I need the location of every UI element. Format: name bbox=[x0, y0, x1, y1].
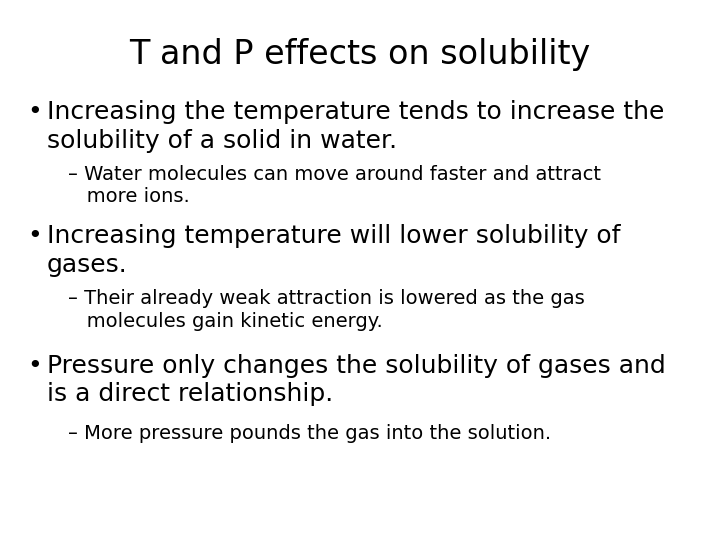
Text: Increasing temperature will lower solubility of
gases.: Increasing temperature will lower solubi… bbox=[47, 224, 621, 277]
Text: Pressure only changes the solubility of gases and
is a direct relationship.: Pressure only changes the solubility of … bbox=[47, 354, 665, 407]
Text: – More pressure pounds the gas into the solution.: – More pressure pounds the gas into the … bbox=[68, 424, 552, 443]
Text: •: • bbox=[27, 224, 42, 248]
Text: T and P effects on solubility: T and P effects on solubility bbox=[130, 38, 590, 71]
Text: – Their already weak attraction is lowered as the gas
   molecules gain kinetic : – Their already weak attraction is lower… bbox=[68, 289, 585, 330]
Text: – Water molecules can move around faster and attract
   more ions.: – Water molecules can move around faster… bbox=[68, 165, 601, 206]
Text: •: • bbox=[27, 354, 42, 377]
Text: •: • bbox=[27, 100, 42, 124]
Text: Increasing the temperature tends to increase the
solubility of a solid in water.: Increasing the temperature tends to incr… bbox=[47, 100, 664, 153]
